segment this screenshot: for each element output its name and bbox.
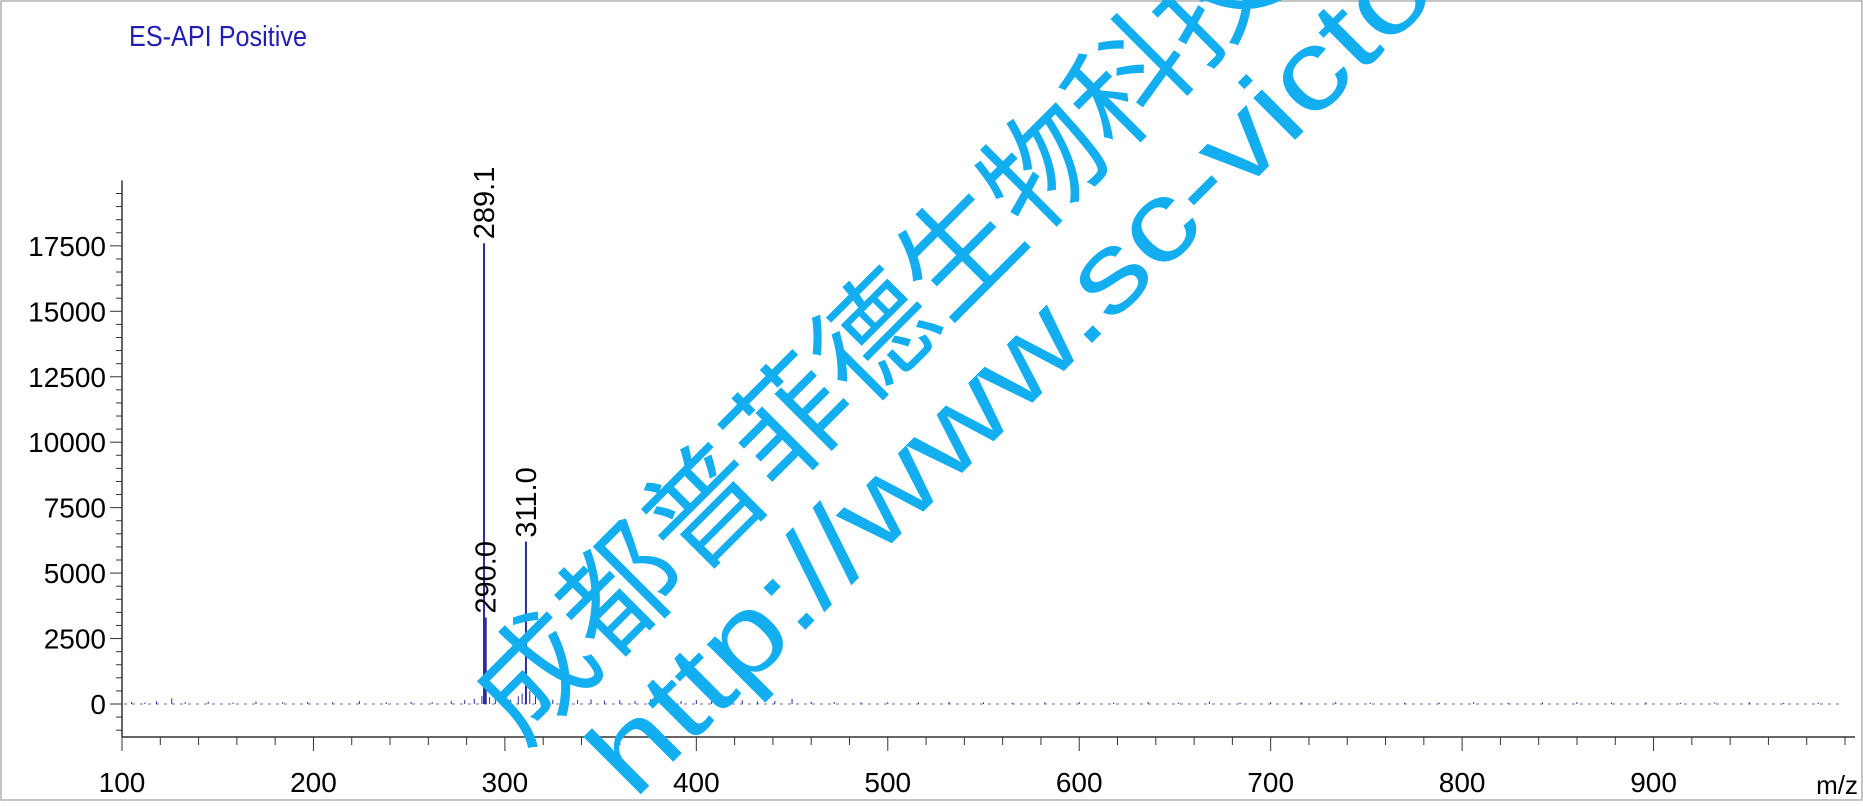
peak-label: 289.1: [469, 167, 501, 240]
y-tick-label: 7500: [44, 493, 106, 524]
x-tick-label: 300: [482, 767, 529, 798]
y-tick-label: 15000: [28, 296, 106, 327]
chart-title: ES-API Positive: [129, 21, 307, 53]
x-tick-label: 600: [1056, 767, 1103, 798]
x-axis-label: m/z: [1816, 770, 1858, 800]
noise-layer: [124, 690, 1841, 705]
peak-label: 311.0: [511, 467, 543, 537]
x-tick-label: 200: [290, 767, 337, 798]
peak-label: 290.0: [471, 541, 503, 614]
y-tick-label: 5000: [44, 558, 106, 589]
x-tick-label: 900: [1630, 767, 1677, 798]
y-tick-label: 10000: [28, 427, 106, 458]
x-tick-label: 500: [864, 767, 911, 798]
x-tick-label: 700: [1247, 767, 1294, 798]
axis-layer: 0 2500 5000 7500 10000 12500 15000 17500 100 200 3…: [28, 180, 1855, 798]
y-tick-label: 2500: [44, 624, 106, 655]
y-tick-label: 17500: [28, 231, 106, 262]
x-tick-label: 100: [99, 767, 146, 798]
x-tick-label: 800: [1439, 767, 1486, 798]
y-tick-label: 0: [90, 689, 106, 720]
y-tick-label: 12500: [28, 362, 106, 393]
x-tick-label: 400: [673, 767, 720, 798]
